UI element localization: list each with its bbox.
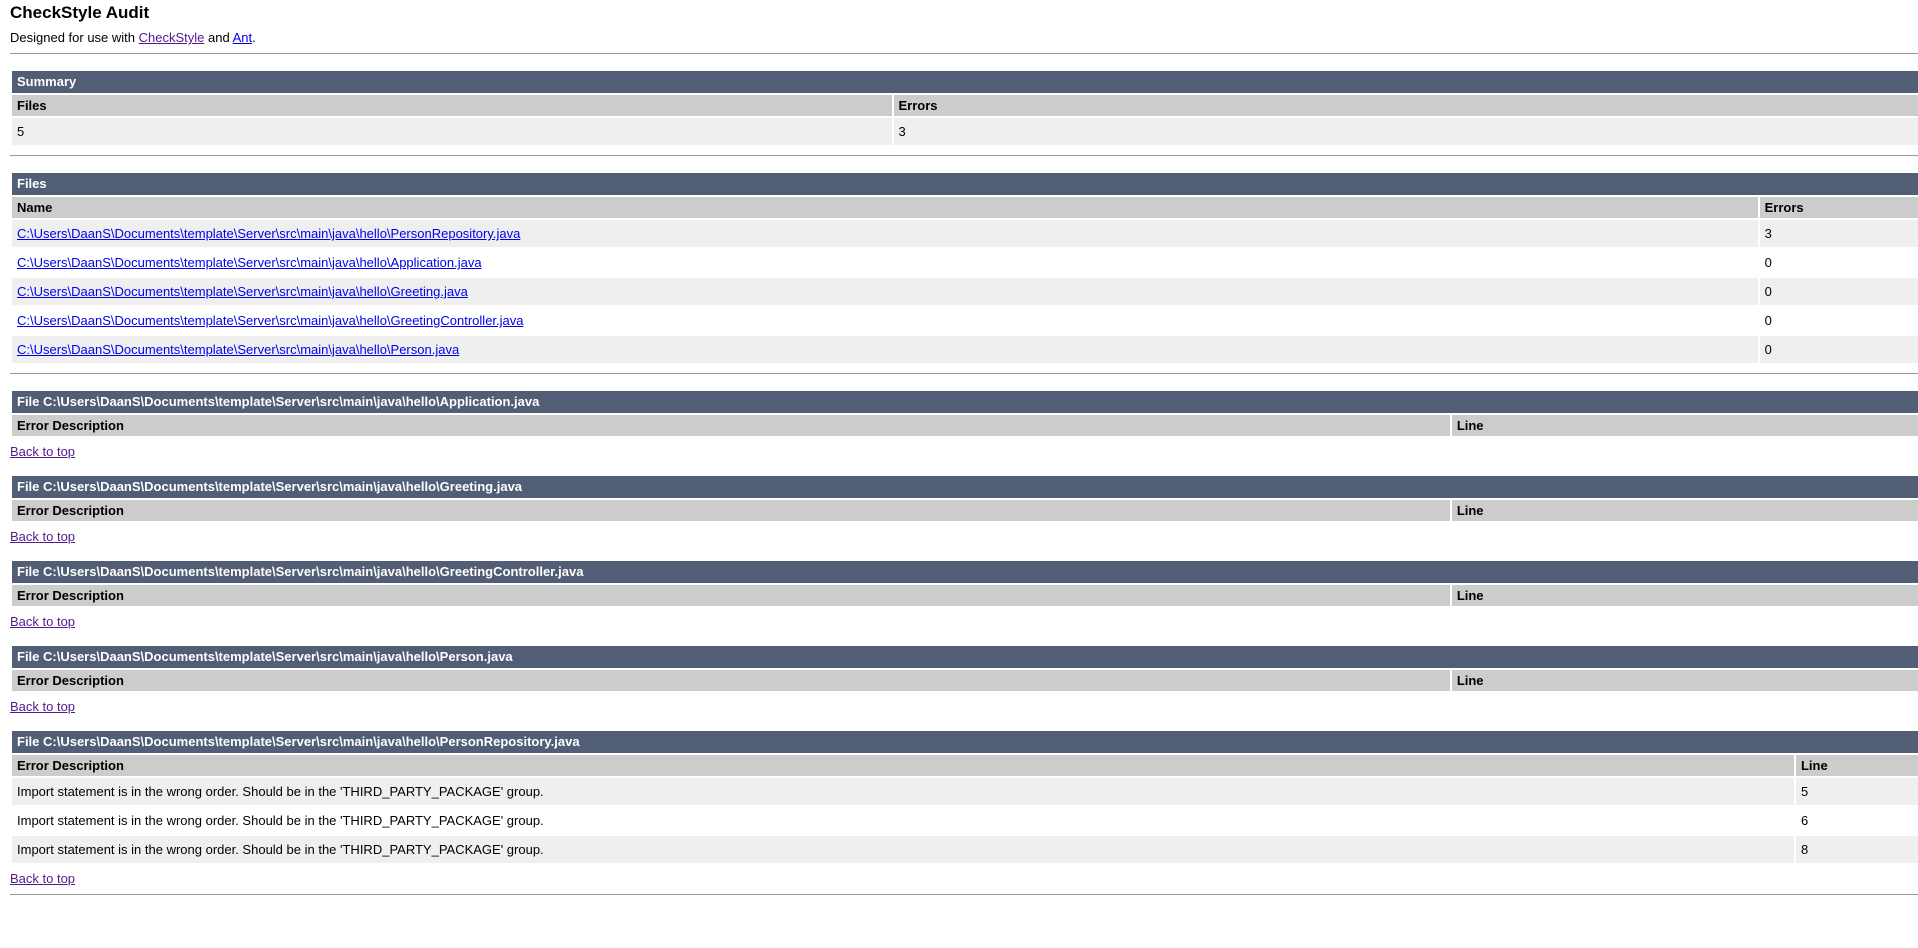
- file-section-application: File C:\Users\DaanS\Documents\template\S…: [10, 391, 1918, 459]
- line-column-header: Line: [1451, 670, 1918, 691]
- back-to-top-link[interactable]: Back to top: [10, 529, 76, 544]
- intro-text: Designed for use with CheckStyle and Ant…: [10, 31, 1918, 45]
- summary-divider: [10, 155, 1918, 156]
- error-description-column-header: Error Description: [12, 585, 1450, 606]
- ant-link[interactable]: Ant: [232, 30, 253, 45]
- line-number-cell: 5: [1795, 778, 1918, 805]
- line-column-header: Line: [1451, 500, 1918, 521]
- files-heading: Files: [12, 173, 1918, 195]
- errors-header-row: Error Description Line: [12, 755, 1918, 776]
- error-description-column-header: Error Description: [12, 755, 1794, 776]
- error-row: Import statement is in the wrong order. …: [12, 836, 1918, 863]
- table-row: C:\Users\DaanS\Documents\template\Server…: [12, 220, 1918, 247]
- file-section-personrepository: File C:\Users\DaanS\Documents\template\S…: [10, 731, 1918, 886]
- intro-and: and: [204, 30, 233, 45]
- error-description-cell: Import statement is in the wrong order. …: [12, 836, 1794, 863]
- error-description-column-header: Error Description: [12, 415, 1450, 436]
- error-description-column-header: Error Description: [12, 500, 1450, 521]
- back-to-top-link[interactable]: Back to top: [10, 444, 76, 459]
- intro-prefix: Designed for use with: [10, 30, 139, 45]
- header-divider: [10, 53, 1918, 54]
- file-errors-count: 3: [1759, 220, 1918, 247]
- errors-header-row: Error Description Line: [12, 500, 1918, 521]
- file-errors-count: 0: [1759, 278, 1918, 305]
- file-errors-count: 0: [1759, 249, 1918, 276]
- file-link-personrepository[interactable]: C:\Users\DaanS\Documents\template\Server…: [17, 226, 521, 241]
- table-row: C:\Users\DaanS\Documents\template\Server…: [12, 278, 1918, 305]
- files-name-column-header: Name: [12, 197, 1758, 218]
- error-row: Import statement is in the wrong order. …: [12, 807, 1918, 834]
- file-errors-table: Error Description Line: [10, 413, 1918, 438]
- table-row: C:\Users\DaanS\Documents\template\Server…: [12, 336, 1918, 363]
- intro-period: .: [252, 30, 256, 45]
- files-header-row: Name Errors: [12, 197, 1918, 218]
- error-row: Import statement is in the wrong order. …: [12, 778, 1918, 805]
- file-section-heading: File C:\Users\DaanS\Documents\template\S…: [12, 391, 1918, 413]
- line-column-header: Line: [1451, 415, 1918, 436]
- file-section-person: File C:\Users\DaanS\Documents\template\S…: [10, 646, 1918, 714]
- file-errors-table: Error Description Line: [10, 583, 1918, 608]
- summary-header-row: Files Errors: [12, 95, 1918, 116]
- file-link-person[interactable]: C:\Users\DaanS\Documents\template\Server…: [17, 342, 460, 357]
- back-to-top-link[interactable]: Back to top: [10, 614, 76, 629]
- summary-errors-count: 3: [893, 118, 1918, 145]
- file-errors-table: Error Description Line: [10, 668, 1918, 693]
- error-description-cell: Import statement is in the wrong order. …: [12, 778, 1794, 805]
- bottom-divider: [10, 894, 1918, 895]
- line-number-cell: 8: [1795, 836, 1918, 863]
- files-errors-column-header: Errors: [1759, 197, 1918, 218]
- summary-heading: Summary: [12, 71, 1918, 93]
- file-errors-table: Error Description Line: [10, 498, 1918, 523]
- file-link-greetingcontroller[interactable]: C:\Users\DaanS\Documents\template\Server…: [17, 313, 524, 328]
- error-description-cell: Import statement is in the wrong order. …: [12, 807, 1794, 834]
- errors-header-row: Error Description Line: [12, 585, 1918, 606]
- line-column-header: Line: [1795, 755, 1918, 776]
- files-table: Name Errors C:\Users\DaanS\Documents\tem…: [10, 195, 1918, 365]
- line-number-cell: 6: [1795, 807, 1918, 834]
- summary-files-column-header: Files: [12, 95, 892, 116]
- files-divider: [10, 373, 1918, 374]
- checkstyle-link[interactable]: CheckStyle: [138, 30, 205, 45]
- summary-value-row: 5 3: [12, 118, 1918, 145]
- back-to-top-link[interactable]: Back to top: [10, 871, 76, 886]
- page-title: CheckStyle Audit: [10, 3, 150, 22]
- file-link-greeting[interactable]: C:\Users\DaanS\Documents\template\Server…: [17, 284, 468, 299]
- file-section-heading: File C:\Users\DaanS\Documents\template\S…: [12, 476, 1918, 498]
- back-to-top-link[interactable]: Back to top: [10, 699, 76, 714]
- errors-header-row: Error Description Line: [12, 670, 1918, 691]
- summary-table: Files Errors 5 3: [10, 93, 1918, 147]
- file-errors-count: 0: [1759, 336, 1918, 363]
- file-section-heading: File C:\Users\DaanS\Documents\template\S…: [12, 646, 1918, 668]
- errors-header-row: Error Description Line: [12, 415, 1918, 436]
- summary-files-count: 5: [12, 118, 892, 145]
- file-section-greetingcontroller: File C:\Users\DaanS\Documents\template\S…: [10, 561, 1918, 629]
- line-column-header: Line: [1451, 585, 1918, 606]
- table-row: C:\Users\DaanS\Documents\template\Server…: [12, 307, 1918, 334]
- error-description-column-header: Error Description: [12, 670, 1450, 691]
- summary-errors-column-header: Errors: [893, 95, 1918, 116]
- file-errors-count: 0: [1759, 307, 1918, 334]
- file-section-greeting: File C:\Users\DaanS\Documents\template\S…: [10, 476, 1918, 544]
- file-link-application[interactable]: C:\Users\DaanS\Documents\template\Server…: [17, 255, 482, 270]
- file-section-heading: File C:\Users\DaanS\Documents\template\S…: [12, 731, 1918, 753]
- file-section-heading: File C:\Users\DaanS\Documents\template\S…: [12, 561, 1918, 583]
- table-row: C:\Users\DaanS\Documents\template\Server…: [12, 249, 1918, 276]
- file-errors-table: Error Description Line Import statement …: [10, 753, 1918, 865]
